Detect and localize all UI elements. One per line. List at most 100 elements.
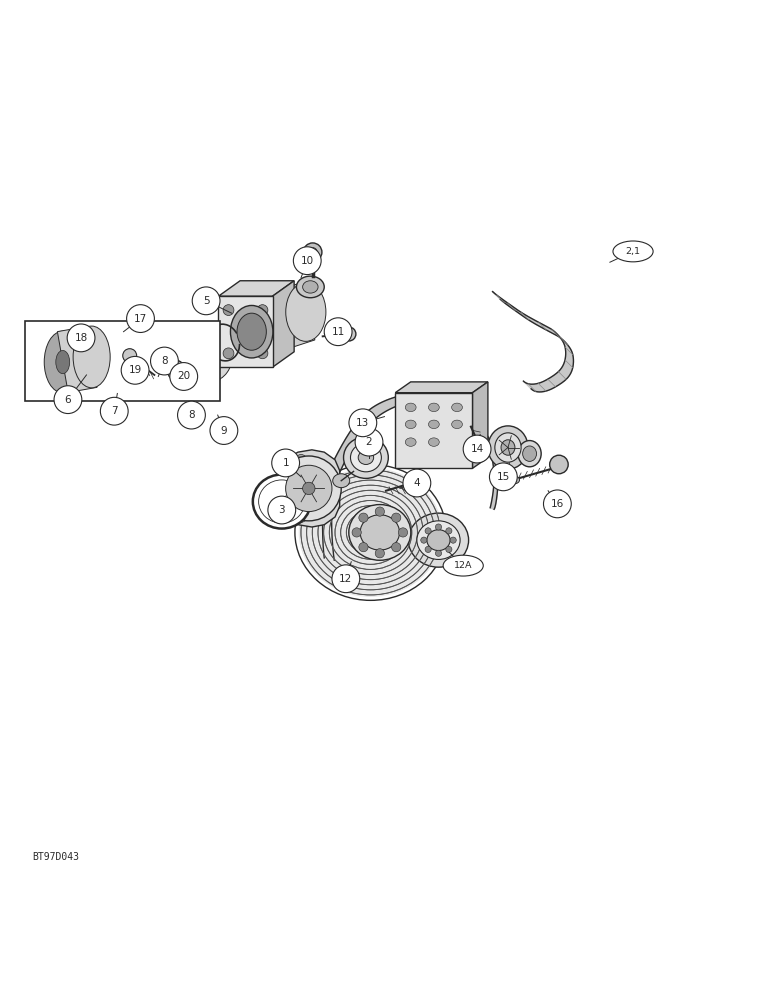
Circle shape <box>489 463 517 491</box>
Bar <box>25 321 220 401</box>
Ellipse shape <box>443 555 483 576</box>
Ellipse shape <box>405 438 416 446</box>
Ellipse shape <box>230 305 273 358</box>
Circle shape <box>450 537 456 543</box>
Ellipse shape <box>106 359 141 397</box>
Circle shape <box>398 528 408 537</box>
Circle shape <box>375 549 384 558</box>
Polygon shape <box>472 382 488 468</box>
Circle shape <box>412 474 426 488</box>
Ellipse shape <box>259 480 305 523</box>
Circle shape <box>435 524 442 530</box>
Circle shape <box>192 287 220 315</box>
Text: 15: 15 <box>496 472 510 482</box>
Ellipse shape <box>518 441 541 467</box>
Circle shape <box>151 347 178 375</box>
Text: 3: 3 <box>279 505 285 515</box>
Text: BT97D043: BT97D043 <box>32 852 80 862</box>
Ellipse shape <box>452 420 462 429</box>
Ellipse shape <box>488 426 528 469</box>
Circle shape <box>286 465 332 512</box>
Circle shape <box>303 482 315 495</box>
Ellipse shape <box>73 326 110 388</box>
Circle shape <box>324 318 352 346</box>
Ellipse shape <box>613 241 653 262</box>
Circle shape <box>375 507 384 516</box>
Ellipse shape <box>350 443 381 472</box>
Ellipse shape <box>428 420 439 429</box>
Text: 1: 1 <box>283 458 289 468</box>
Circle shape <box>223 348 234 359</box>
Circle shape <box>349 409 377 437</box>
Circle shape <box>403 469 431 497</box>
Ellipse shape <box>191 322 233 381</box>
Circle shape <box>435 550 442 556</box>
Text: 20: 20 <box>177 371 191 381</box>
Ellipse shape <box>408 513 469 567</box>
Ellipse shape <box>303 281 318 293</box>
Text: 6: 6 <box>65 395 71 405</box>
Ellipse shape <box>253 475 310 529</box>
Circle shape <box>355 428 383 456</box>
Circle shape <box>445 546 452 553</box>
Text: 2: 2 <box>366 437 372 447</box>
Text: 17: 17 <box>134 314 147 324</box>
Ellipse shape <box>405 403 416 412</box>
Ellipse shape <box>44 331 81 393</box>
Text: 14: 14 <box>470 444 484 454</box>
Circle shape <box>391 543 401 552</box>
Text: 16: 16 <box>550 499 564 509</box>
Polygon shape <box>493 292 574 392</box>
Circle shape <box>178 401 205 429</box>
Circle shape <box>543 490 571 518</box>
Ellipse shape <box>361 515 399 550</box>
Ellipse shape <box>495 433 521 462</box>
Ellipse shape <box>333 474 350 488</box>
Circle shape <box>303 243 322 261</box>
Circle shape <box>170 363 198 390</box>
Polygon shape <box>64 376 74 387</box>
Circle shape <box>268 496 296 524</box>
Polygon shape <box>169 323 220 390</box>
Circle shape <box>100 397 128 425</box>
Circle shape <box>121 356 149 384</box>
Text: 7: 7 <box>111 406 117 416</box>
Circle shape <box>127 305 154 332</box>
Ellipse shape <box>405 420 416 429</box>
Polygon shape <box>218 296 273 367</box>
Polygon shape <box>278 450 340 527</box>
Text: 12: 12 <box>339 574 353 584</box>
Text: 4: 4 <box>414 478 420 488</box>
Polygon shape <box>218 281 294 296</box>
Text: 18: 18 <box>74 333 88 343</box>
Ellipse shape <box>349 505 411 560</box>
Circle shape <box>296 454 306 465</box>
Text: 11: 11 <box>331 327 345 337</box>
Circle shape <box>425 546 432 553</box>
Ellipse shape <box>523 446 537 461</box>
Circle shape <box>445 528 452 534</box>
Ellipse shape <box>344 437 388 478</box>
Ellipse shape <box>452 403 462 412</box>
Text: 8: 8 <box>161 356 168 366</box>
Circle shape <box>257 348 268 359</box>
Ellipse shape <box>171 365 181 376</box>
Circle shape <box>342 327 356 341</box>
Text: 5: 5 <box>203 296 209 306</box>
Ellipse shape <box>245 296 286 354</box>
Text: 8: 8 <box>188 410 195 420</box>
Circle shape <box>54 386 82 414</box>
Ellipse shape <box>427 530 450 551</box>
Polygon shape <box>323 393 498 560</box>
Ellipse shape <box>299 468 442 597</box>
Polygon shape <box>57 327 97 392</box>
Text: 13: 13 <box>356 418 370 428</box>
Circle shape <box>359 543 368 552</box>
Ellipse shape <box>428 403 439 412</box>
Circle shape <box>272 449 300 477</box>
Ellipse shape <box>56 350 69 374</box>
Ellipse shape <box>509 476 520 484</box>
Circle shape <box>391 513 401 522</box>
Text: 2,1: 2,1 <box>625 247 641 256</box>
Ellipse shape <box>501 440 515 455</box>
